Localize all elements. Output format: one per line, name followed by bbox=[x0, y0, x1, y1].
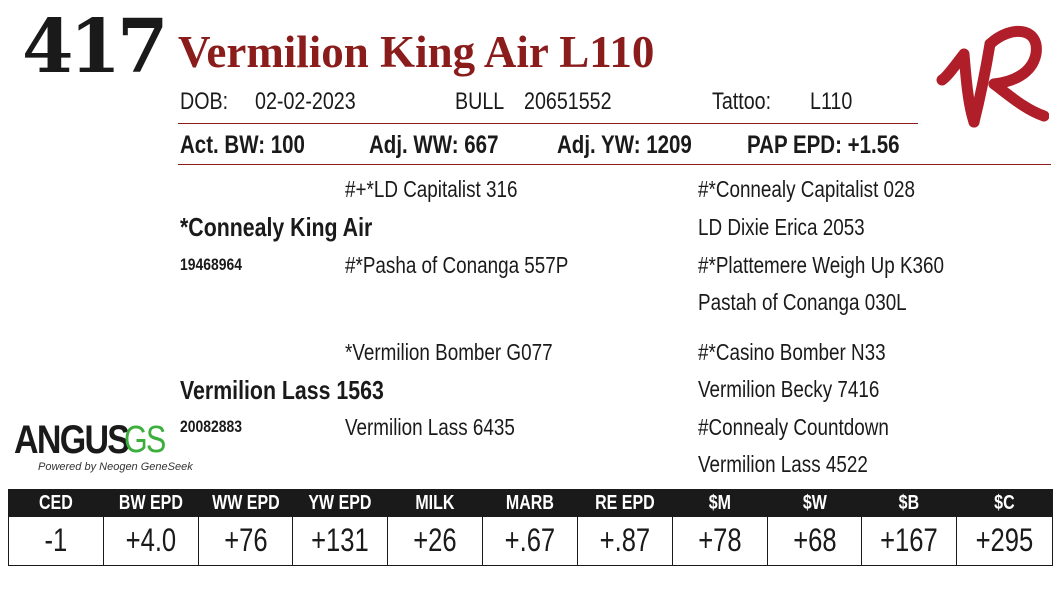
pap-epd: PAP EPD: +1.56 bbox=[747, 131, 900, 159]
pedigree-sire-sire-sire: #*Connealy Capitalist 028 bbox=[698, 176, 916, 202]
registration-number: 20651552 bbox=[524, 88, 612, 115]
epd-value: +.67 bbox=[504, 522, 556, 558]
epd-header: WW EPD bbox=[211, 492, 280, 514]
epd-value: +76 bbox=[223, 522, 268, 558]
epd-column: $C +295 bbox=[957, 490, 1052, 565]
pedigree-sire-dam-dam: Pastah of Conanga 030L bbox=[698, 289, 907, 315]
epd-value: +78 bbox=[697, 522, 742, 558]
pedigree-sire-sire: #+*LD Capitalist 316 bbox=[345, 176, 518, 202]
pedigree-dam-reg: 20082883 bbox=[180, 417, 243, 436]
pedigree-sire: *Connealy King Air bbox=[180, 212, 373, 242]
epd-header: YW EPD bbox=[308, 492, 372, 514]
epd-value: +167 bbox=[880, 522, 939, 558]
epd-column: $M +78 bbox=[673, 490, 768, 565]
epd-header: $W bbox=[802, 492, 827, 514]
dob-label: DOB: bbox=[180, 88, 229, 115]
epd-column: $B +167 bbox=[862, 490, 958, 565]
sex-label: BULL bbox=[455, 88, 505, 115]
epd-column: CED -1 bbox=[9, 490, 104, 565]
epd-header-bar bbox=[9, 490, 1052, 517]
epd-value: +131 bbox=[311, 522, 370, 558]
angus-logo-tagline: Powered by Neogen GeneSeek bbox=[38, 461, 193, 473]
epd-header: $M bbox=[708, 492, 731, 514]
epd-value: +4.0 bbox=[125, 522, 176, 558]
pedigree-sire-dam-sire: #*Plattemere Weigh Up K360 bbox=[698, 252, 945, 278]
pedigree-dam-sire: *Vermilion Bomber G077 bbox=[345, 339, 553, 365]
epd-header: BW EPD bbox=[118, 492, 183, 514]
epd-header: CED bbox=[39, 492, 73, 514]
epd-table: CED -1 BW EPD +4.0 WW EPD +76 YW EPD +131 MILK E… bbox=[8, 489, 1053, 566]
pedigree-dam: Vermilion Lass 1563 bbox=[180, 375, 384, 405]
epd-header: MARB EPD bbox=[505, 492, 554, 536]
tattoo-value: L110 bbox=[810, 88, 853, 115]
animal-name: Vermilion King Air L110 bbox=[178, 27, 655, 77]
epd-column: RE EPD +.87 bbox=[578, 490, 673, 565]
epd-header: $B bbox=[899, 492, 920, 514]
epd-column: MARB EPD +.67 bbox=[483, 490, 578, 565]
epd-value: +295 bbox=[975, 522, 1034, 558]
dob-value: 02-02-2023 bbox=[255, 88, 356, 115]
act-bw: Act. BW: 100 bbox=[180, 131, 305, 159]
epd-value: +68 bbox=[792, 522, 837, 558]
divider-bottom bbox=[178, 164, 1051, 165]
lot-number: 417 bbox=[22, 4, 168, 90]
epd-column: $W +68 bbox=[768, 490, 863, 565]
pedigree-dam-dam: Vermilion Lass 6435 bbox=[345, 414, 515, 440]
epd-header: RE EPD bbox=[595, 492, 655, 514]
pedigree-sire-dam: #*Pasha of Conanga 557P bbox=[345, 252, 569, 278]
epd-column: YW EPD +131 bbox=[293, 490, 389, 565]
angus-logo-word: ANGUS bbox=[14, 418, 130, 462]
epd-header: $C bbox=[994, 492, 1015, 514]
epd-column: MILK EPD +26 bbox=[388, 490, 484, 565]
adj-yw: Adj. YW: 1209 bbox=[557, 131, 692, 159]
pedigree-dam-sire-dam: Vermilion Becky 7416 bbox=[698, 376, 880, 402]
tattoo-label: Tattoo: bbox=[712, 88, 772, 115]
epd-value: -1 bbox=[44, 522, 68, 558]
vr-brand-icon bbox=[936, 25, 1049, 128]
pedigree-sire-reg: 19468964 bbox=[180, 255, 243, 274]
epd-column: BW EPD +4.0 bbox=[104, 490, 199, 565]
epd-value: +.87 bbox=[599, 522, 651, 558]
pedigree-sire-sire-dam: LD Dixie Erica 2053 bbox=[698, 214, 865, 240]
pedigree-dam-dam-sire: #Connealy Countdown bbox=[698, 414, 889, 440]
divider-top bbox=[178, 123, 918, 124]
pedigree-dam-dam-dam: Vermilion Lass 4522 bbox=[698, 451, 868, 477]
epd-value: +26 bbox=[413, 522, 457, 558]
pedigree-dam-sire-sire: #*Casino Bomber N33 bbox=[698, 339, 886, 365]
angus-logo-suffix: GS bbox=[124, 419, 166, 461]
epd-header: MILK EPD bbox=[415, 492, 455, 536]
adj-ww: Adj. WW: 667 bbox=[369, 131, 499, 159]
epd-column: WW EPD +76 bbox=[199, 490, 294, 565]
